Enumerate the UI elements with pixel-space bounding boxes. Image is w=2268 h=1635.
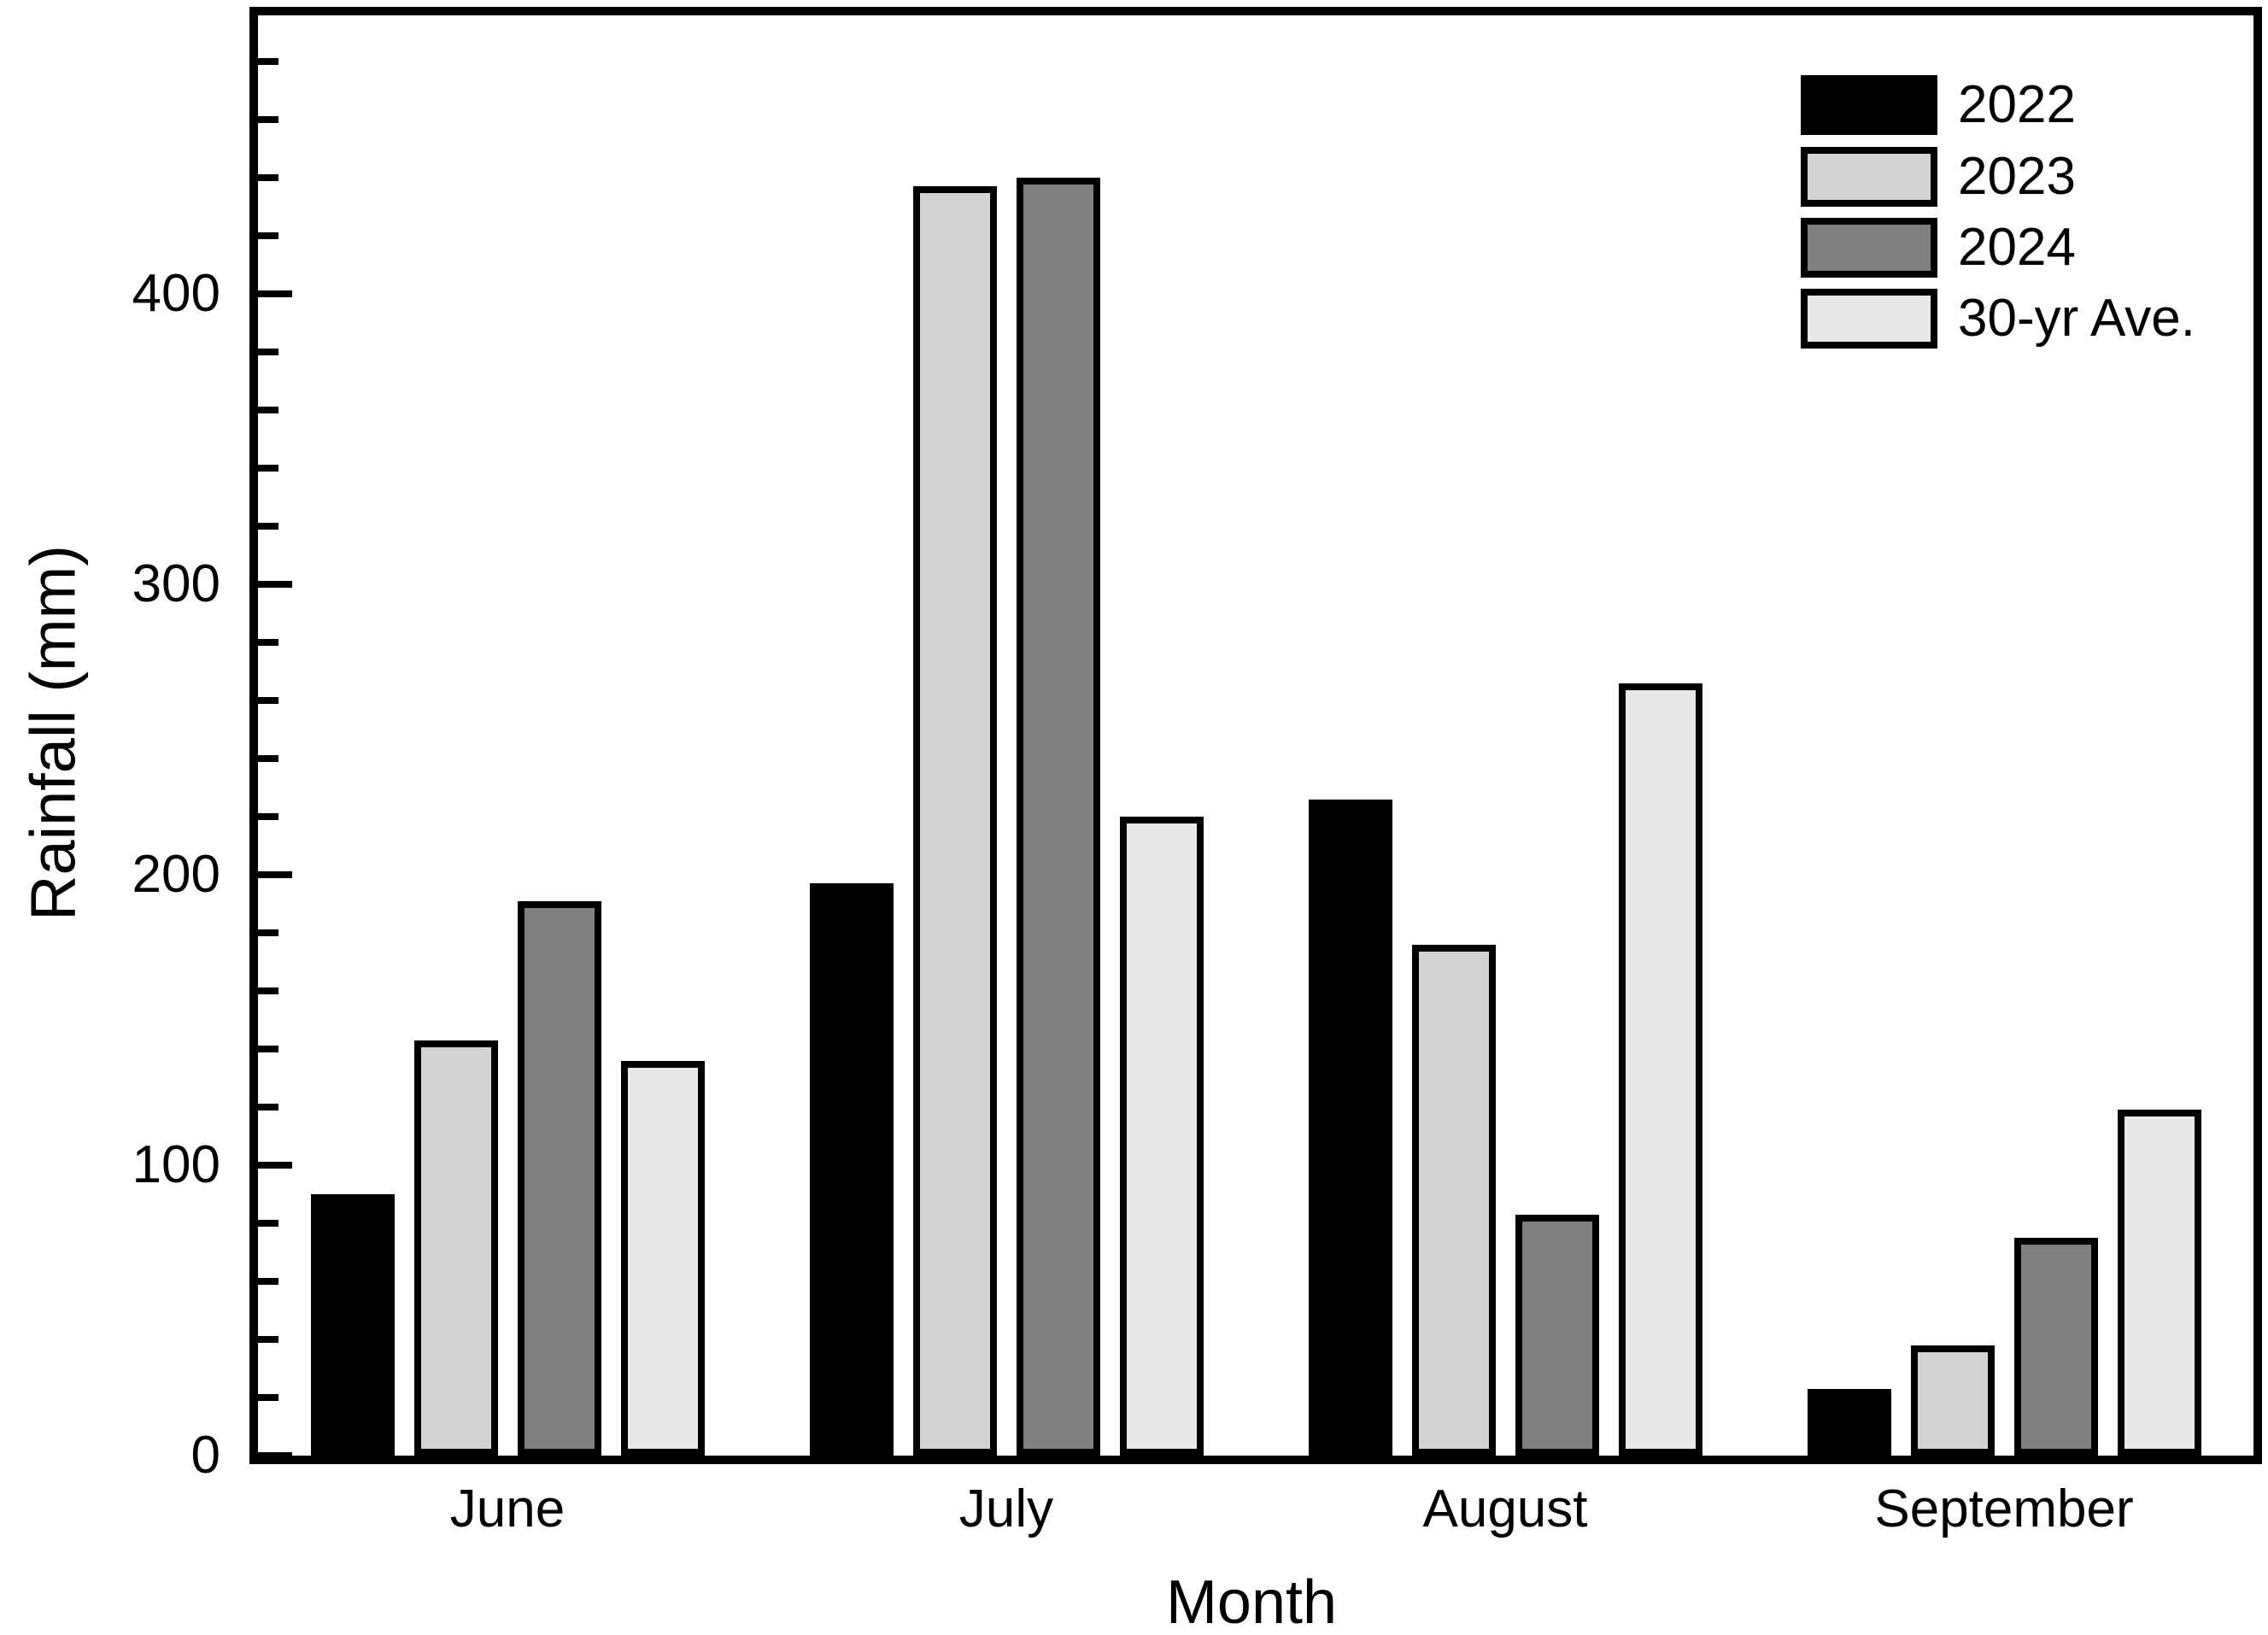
y-tick-major-200 <box>258 871 292 878</box>
bar-30-yr-ave-june <box>621 1061 705 1456</box>
legend-swatch-30-yr-ave <box>1801 289 1937 349</box>
y-tick-major-400 <box>258 290 292 297</box>
plot-frame: 2022 2023 2024 30-yr Ave. <box>249 7 2262 1464</box>
x-tick-label-september: September <box>1874 1480 2134 1538</box>
y-tick-minor-260 <box>258 697 278 704</box>
y-tick-minor-40 <box>258 1336 278 1343</box>
y-tick-minor-140 <box>258 1046 278 1052</box>
y-tick-minor-60 <box>258 1278 278 1285</box>
legend-swatch-2023 <box>1801 147 1937 207</box>
y-tick-label-200: 200 <box>132 845 220 904</box>
y-tick-minor-80 <box>258 1220 278 1227</box>
x-tick-label-july: July <box>958 1480 1054 1538</box>
bar-2024-june <box>518 901 601 1456</box>
y-tick-minor-360 <box>258 407 278 413</box>
bar-2024-august <box>1515 1215 1599 1456</box>
y-tick-minor-420 <box>258 232 278 239</box>
legend-label-2022: 2022 <box>1958 75 2076 134</box>
plot-area: 2022 2023 2024 30-yr Ave. <box>258 15 2253 1459</box>
y-tick-major-300 <box>258 581 292 588</box>
bar-2022-august <box>1309 800 1392 1456</box>
bar-2023-july <box>913 186 997 1456</box>
legend-swatch-2024 <box>1801 218 1937 278</box>
y-tick-label-0: 0 <box>190 1426 220 1485</box>
y-tick-label-300: 300 <box>132 554 220 613</box>
bar-2024-july <box>1017 178 1100 1456</box>
y-tick-minor-20 <box>258 1394 278 1401</box>
y-tick-label-100: 100 <box>132 1135 220 1194</box>
bar-2024-september <box>2014 1238 2098 1456</box>
y-tick-minor-460 <box>258 116 278 123</box>
y-tick-label-400: 400 <box>132 264 220 323</box>
x-tick-label-august: August <box>1422 1480 1588 1538</box>
y-tick-minor-480 <box>258 58 278 65</box>
y-tick-minor-340 <box>258 465 278 472</box>
y-tick-minor-380 <box>258 349 278 355</box>
bar-2023-june <box>414 1040 498 1456</box>
y-tick-minor-440 <box>258 174 278 181</box>
legend-label-2024: 2024 <box>1958 218 2076 277</box>
y-tick-minor-120 <box>258 1104 278 1111</box>
y-tick-minor-320 <box>258 523 278 530</box>
y-tick-major-100 <box>258 1162 292 1169</box>
y-tick-minor-220 <box>258 813 278 820</box>
bar-2022-july <box>810 883 894 1456</box>
bar-30-yr-ave-august <box>1619 683 1702 1456</box>
y-tick-minor-240 <box>258 755 278 762</box>
legend-label-30-yr-ave: 30-yr Ave. <box>1958 289 2196 348</box>
bar-30-yr-ave-july <box>1120 817 1204 1456</box>
bar-2022-june <box>311 1194 395 1456</box>
bar-2023-august <box>1412 945 1496 1456</box>
legend-label-2023: 2023 <box>1958 147 2076 206</box>
y-tick-minor-180 <box>258 929 278 936</box>
legend-swatch-2022 <box>1801 75 1937 135</box>
x-tick-label-june: June <box>449 1480 566 1538</box>
y-tick-major-0 <box>258 1452 292 1459</box>
y-tick-minor-280 <box>258 639 278 646</box>
x-axis-title: Month <box>1165 1568 1338 1635</box>
bar-2022-september <box>1808 1389 1891 1456</box>
bar-2023-september <box>1911 1345 1995 1456</box>
y-tick-minor-160 <box>258 987 278 994</box>
bar-30-yr-ave-september <box>2118 1110 2201 1456</box>
